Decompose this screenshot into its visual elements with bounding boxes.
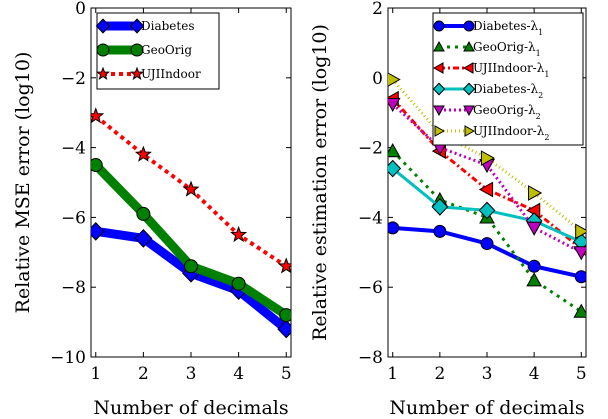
y-tick-label: −10 — [50, 348, 86, 368]
data-point — [134, 228, 153, 248]
legend-marker — [463, 105, 475, 117]
data-point — [433, 224, 447, 238]
data-point — [526, 272, 542, 287]
legend-marker — [95, 18, 111, 34]
x-axis-label: Number of decimals — [93, 397, 288, 419]
data-point — [231, 276, 246, 291]
data-point — [184, 259, 198, 274]
y-tick-label: −8 — [358, 348, 383, 368]
y-tick-label: 0 — [75, 0, 86, 19]
x-tick-label: 2 — [434, 364, 445, 384]
data-point — [431, 198, 449, 216]
y-tick-label: −8 — [61, 278, 86, 298]
series-diabetes — [91, 222, 291, 339]
y-tick-label: −4 — [358, 208, 383, 228]
data-point — [388, 97, 401, 113]
data-point — [91, 222, 105, 241]
legend-marker — [463, 40, 475, 52]
legend-marker — [433, 40, 445, 52]
data-point — [388, 159, 402, 178]
data-point — [478, 201, 496, 220]
legend-marker — [96, 43, 110, 57]
legend-marker — [432, 82, 446, 96]
x-axis-label: Number of decimals — [389, 397, 584, 419]
legend-label: UJIIndoor-λ2 — [473, 124, 549, 142]
y-tick-label: −6 — [61, 208, 86, 228]
legend-marker — [463, 20, 475, 32]
data-point — [277, 257, 291, 274]
data-point — [91, 107, 105, 124]
y-tick-label: −4 — [61, 139, 86, 159]
y-axis-label: Relative MSE error (log10) — [12, 52, 34, 314]
x-tick-label: 4 — [233, 364, 244, 384]
data-point — [526, 221, 542, 236]
data-point — [136, 206, 151, 221]
y-tick-label: −6 — [358, 278, 383, 298]
data-point — [573, 303, 586, 318]
legend-label: GeoOrig-λ1 — [473, 40, 541, 58]
legend-label: GeoOrig — [141, 43, 192, 57]
data-point — [182, 180, 200, 197]
data-point — [230, 225, 248, 243]
series-line — [392, 225, 582, 279]
data-point — [279, 308, 291, 323]
data-point — [573, 246, 586, 261]
data-point — [575, 223, 586, 240]
legend-marker — [462, 82, 476, 96]
y-axis-label: Relative estimation error (log10) — [309, 24, 331, 341]
legend-marker — [434, 125, 446, 137]
data-point — [574, 270, 586, 284]
x-tick-label: 5 — [576, 364, 587, 384]
legend-marker — [129, 18, 145, 34]
data-point — [134, 145, 152, 162]
series-diabetes-2 — [388, 159, 586, 251]
series-diabetes-1 — [388, 221, 586, 284]
legend-label: UJIIndoor — [141, 67, 201, 81]
x-tick-label: 3 — [482, 364, 493, 384]
y-tick-label: 2 — [372, 0, 383, 19]
data-point — [388, 143, 401, 158]
y-tick-label: 0 — [372, 69, 383, 89]
legend-label: Diabetes — [141, 19, 194, 33]
chart-1: 1 2 3 4 5 0 −2 −4 −6 −8 −10 Number of decimals Relat… — [12, 0, 292, 419]
legend-marker — [433, 105, 445, 117]
legend: Diabetes-λ1 GeoOrig-λ1 UJIIndoor-λ1 Diabete… — [432, 12, 584, 146]
legend: Diabetes GeoOrig UJIIndoor — [95, 12, 220, 90]
legend-marker — [462, 62, 474, 74]
data-point — [527, 259, 541, 273]
legend-marker — [433, 20, 445, 32]
data-point — [478, 181, 494, 198]
x-tick-label: 4 — [529, 364, 540, 384]
legend-label: UJIIndoor-λ1 — [473, 61, 549, 79]
series-geoorig — [91, 158, 291, 323]
chart-2: 1 2 3 4 5 2 0 −2 −4 −6 −8 Number of decimals Relativ… — [309, 0, 587, 419]
legend-label: Diabetes-λ2 — [473, 82, 543, 100]
legend-marker — [129, 66, 145, 81]
series-line — [391, 102, 582, 254]
data-point — [388, 72, 401, 87]
data-point — [388, 221, 400, 235]
y-tick-label: −2 — [358, 139, 383, 159]
x-tick-label: 1 — [90, 364, 101, 384]
data-point — [480, 150, 496, 166]
legend-marker — [95, 66, 111, 81]
legend-marker — [130, 43, 144, 57]
y-tick-label: −2 — [61, 69, 86, 89]
legend-label: Diabetes-λ1 — [473, 19, 543, 37]
x-tick-label: 2 — [138, 364, 149, 384]
legend-marker — [464, 125, 476, 137]
legend-label: GeoOrig-λ2 — [473, 103, 541, 121]
x-tick-label: 1 — [387, 364, 398, 384]
x-tick-label: 5 — [281, 364, 292, 384]
x-tick-label: 3 — [186, 364, 197, 384]
series-ujiindoor — [91, 107, 291, 274]
legend-marker — [432, 62, 444, 74]
data-point — [277, 319, 291, 339]
data-point — [91, 158, 103, 173]
legend-box — [432, 12, 584, 146]
data-point — [528, 185, 543, 201]
data-point — [480, 237, 494, 251]
